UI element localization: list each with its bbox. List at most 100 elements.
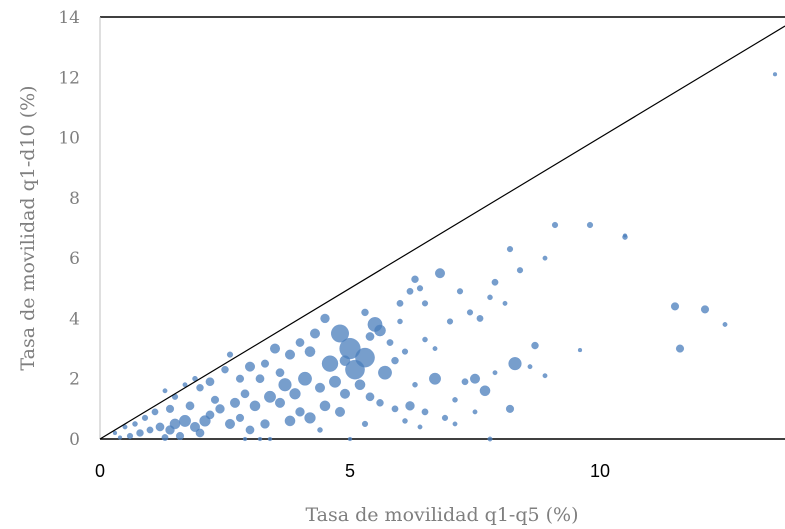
data-point [224,418,236,429]
data-point [155,422,165,432]
data-point [339,388,351,399]
data-point [126,432,134,440]
data-point [675,344,685,353]
plot-frame [99,16,785,440]
data-point [215,404,225,414]
data-point [432,346,438,352]
y-tick-label: 2 [69,370,80,390]
data-point [199,415,211,427]
data-point [469,373,481,384]
data-point [476,314,484,322]
data-point [452,421,458,427]
data-point [319,400,331,412]
data-point [304,412,316,424]
data-point [165,404,175,413]
data-point [441,414,449,422]
data-point [185,401,195,411]
data-point [422,336,428,343]
data-point [551,221,559,229]
data-point [365,392,375,402]
data-point [245,425,255,435]
data-point [376,399,384,407]
y-tick-label: 12 [58,68,80,88]
data-point [700,305,710,314]
data-point [354,379,366,391]
data-point [466,309,474,316]
data-point [210,395,220,404]
data-point [508,356,522,371]
data-point [428,372,442,385]
reference-line-layer [99,25,785,440]
data-point [402,418,408,424]
data-point [391,405,399,413]
y-axis-ticks: 0 2 4 6 8 10 12 14 [58,8,80,450]
data-point [275,368,285,378]
data-point [205,377,215,387]
data-point [249,400,261,412]
data-point [240,389,250,399]
y-tick-label: 14 [58,8,80,28]
data-point [196,383,204,392]
data-point [421,408,429,416]
data-point [542,373,548,379]
data-point [461,378,469,386]
data-point [304,346,316,357]
data-point [434,268,446,279]
data-point [284,415,296,427]
data-point [309,328,321,339]
data-point [405,401,415,411]
data-point [295,407,305,417]
data-point [320,313,330,324]
data-point [229,397,241,408]
data-point [178,414,192,427]
data-point [491,278,499,286]
data-point [112,430,118,436]
data-point [670,302,680,311]
data-point [406,287,414,295]
data-point [452,397,458,403]
data-point [161,434,169,441]
data-point [386,339,394,346]
data-point [516,267,524,274]
data-point [244,361,256,372]
data-point [242,436,248,442]
x-axis-ticks: 0 5 10 [95,461,610,481]
data-point [378,365,392,380]
data-point [412,381,418,388]
data-point [257,436,263,442]
x-tick-label: 10 [590,461,610,481]
data-point [278,378,292,392]
data-point [195,428,205,438]
data-point [622,233,628,238]
data-point [269,343,281,354]
data-point [122,424,128,430]
data-point [397,318,403,325]
data-point [421,300,429,307]
data-point [487,436,493,442]
data-point [175,431,185,441]
y-axis-title: Tasa de movilidad q1-d10 (%) [17,85,39,370]
data-point [345,359,365,380]
data-point [314,382,326,393]
data-point [267,436,273,442]
data-point [772,72,778,77]
data-point [260,419,270,429]
data-point [146,426,154,434]
data-point [487,294,493,301]
data-point [141,414,149,422]
data-point [586,221,594,229]
data-point [260,359,270,368]
data-point [361,420,369,428]
data-point [361,308,369,317]
y-tick-label: 0 [69,430,80,450]
data-point [295,338,305,347]
data-point [182,382,188,388]
data-point [317,427,323,433]
data-point [472,409,478,415]
data-point [446,318,454,325]
data-point [321,355,339,372]
reference-line [99,25,785,440]
data-point [722,321,728,327]
data-point [284,349,296,360]
